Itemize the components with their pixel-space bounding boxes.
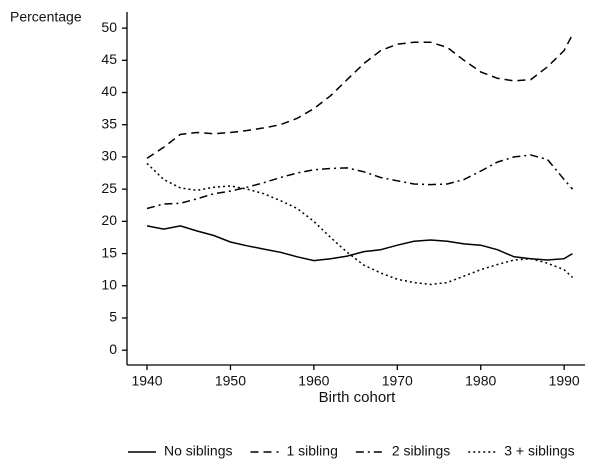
y-tick-label: 35 [101, 115, 117, 131]
y-tick-label: 15 [101, 244, 117, 260]
x-tick-label: 1990 [549, 373, 580, 389]
x-tick-label: 1940 [131, 373, 162, 389]
y-axis-label: Percentage [10, 9, 82, 25]
x-tick-label: 1980 [465, 373, 496, 389]
y-tick-label: 25 [101, 180, 117, 196]
legend-label: 3 + siblings [504, 443, 574, 459]
legend-label: 1 sibling [286, 443, 337, 459]
series-line [146, 34, 574, 159]
legend: No siblings 1 sibling 2 siblings 3 + siblin… [128, 443, 575, 459]
series-line [146, 162, 574, 286]
x-tick-label: 1950 [215, 373, 246, 389]
y-tick-label: 45 [101, 51, 117, 67]
series-line [146, 154, 574, 210]
y-tick-label: 10 [101, 276, 117, 292]
x-tick-label: 1970 [382, 373, 413, 389]
series-line [146, 225, 573, 262]
x-axis-label: Birth cohort [319, 389, 397, 406]
y-tick-label: 50 [101, 19, 117, 35]
y-tick-label: 0 [109, 341, 117, 357]
y-tick-label: 40 [101, 83, 117, 99]
legend-label: No siblings [164, 443, 232, 459]
y-tick-label: 20 [101, 212, 117, 228]
x-tick-label: 1960 [298, 373, 329, 389]
y-tick-label: 5 [109, 309, 117, 325]
legend-label: 2 siblings [392, 443, 450, 459]
y-tick-label: 30 [101, 148, 117, 164]
